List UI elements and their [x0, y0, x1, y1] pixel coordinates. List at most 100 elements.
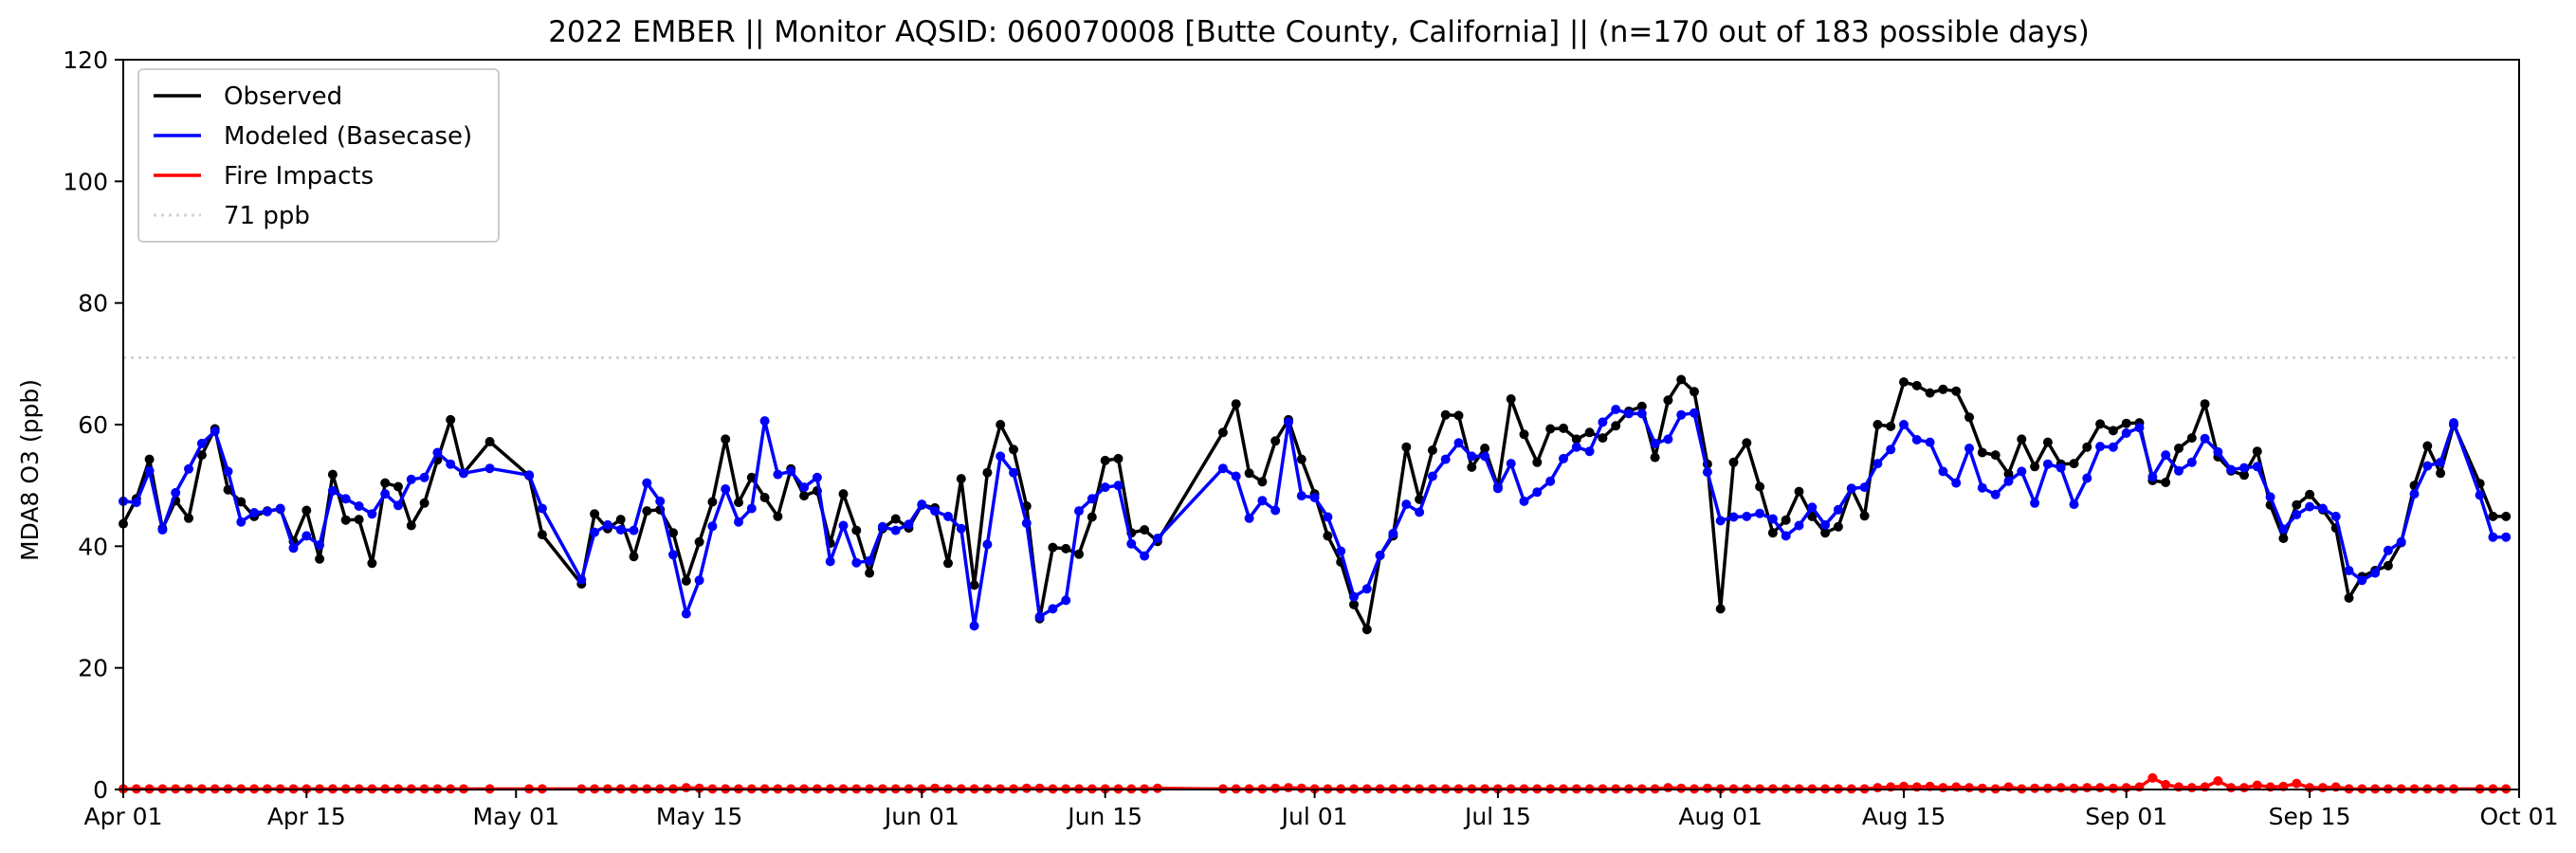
data-point-modeled-basecase — [1559, 453, 1568, 463]
data-point-observed — [1427, 445, 1437, 455]
data-point-modeled-basecase — [2200, 433, 2210, 444]
y-tick-label: 60 — [78, 411, 108, 439]
data-point-observed — [1938, 384, 1948, 394]
data-point-modeled-basecase — [1061, 595, 1071, 606]
data-point-fire-impacts — [1034, 783, 1045, 793]
data-point-observed — [1728, 457, 1739, 467]
data-point-observed — [1755, 481, 1765, 492]
data-point-modeled-basecase — [1074, 506, 1084, 517]
data-point-observed — [1361, 625, 1372, 635]
legend-label: 71 ppb — [224, 202, 310, 230]
data-point-modeled-basecase — [288, 543, 299, 554]
data-point-observed — [327, 469, 338, 480]
data-point-fire-impacts — [1270, 783, 1281, 793]
data-point-modeled-basecase — [2017, 466, 2027, 477]
data-point-observed — [1663, 395, 1673, 406]
data-point-modeled-basecase — [1152, 534, 1162, 543]
data-point-modeled-basecase — [629, 525, 639, 535]
data-point-observed — [2161, 478, 2171, 487]
data-point-modeled-basecase — [1964, 444, 1974, 453]
data-point-observed — [1833, 521, 1843, 532]
x-tick-label: May 15 — [656, 803, 742, 830]
data-point-modeled-basecase — [1506, 459, 1516, 469]
data-point-observed — [2344, 592, 2354, 603]
data-point-observed — [1519, 429, 1529, 440]
data-point-modeled-basecase — [1650, 438, 1660, 448]
x-tick-label: Aug 01 — [1678, 803, 1763, 830]
data-point-observed — [1270, 436, 1281, 446]
data-point-modeled-basecase — [419, 472, 429, 482]
y-tick-label: 80 — [78, 290, 108, 318]
y-axis-title: MDA8 O3 (ppb) — [16, 379, 44, 561]
data-point-modeled-basecase — [2409, 489, 2420, 499]
data-point-modeled-basecase — [1453, 438, 1464, 448]
data-point-modeled-basecase — [1781, 531, 1791, 541]
data-point-observed — [1440, 409, 1451, 420]
data-point-modeled-basecase — [2278, 524, 2289, 535]
data-point-modeled-basecase — [851, 557, 862, 568]
data-point-modeled-basecase — [2055, 463, 2066, 473]
data-point-modeled-basecase — [249, 508, 260, 517]
data-point-observed — [759, 493, 770, 502]
legend-label: Observed — [224, 82, 342, 111]
data-point-modeled-basecase — [1886, 445, 1896, 455]
data-point-observed — [1611, 421, 1621, 431]
data-point-observed — [1100, 455, 1110, 465]
data-point-observed — [2003, 469, 2014, 479]
data-point-modeled-basecase — [996, 451, 1006, 462]
data-point-observed — [1781, 515, 1791, 525]
data-point-observed — [1925, 388, 1935, 398]
data-point-observed — [1650, 452, 1660, 463]
data-point-modeled-basecase — [380, 489, 391, 499]
y-tick-label: 120 — [63, 46, 108, 74]
data-point-observed — [851, 525, 862, 535]
data-point-fire-impacts — [2292, 778, 2302, 789]
data-point-modeled-basecase — [1899, 420, 1909, 429]
data-point-fire-impacts — [2317, 783, 2328, 793]
data-point-modeled-basecase — [1361, 584, 1372, 594]
data-point-modeled-basecase — [1427, 471, 1437, 481]
legend-label: Modeled (Basecase) — [224, 122, 472, 151]
data-point-modeled-basecase — [1532, 487, 1543, 498]
data-point-observed — [1807, 511, 1818, 521]
data-point-observed — [184, 513, 193, 523]
data-point-observed — [1899, 377, 1909, 388]
data-point-modeled-basecase — [2305, 501, 2315, 512]
data-point-observed — [1140, 525, 1150, 535]
series-modeled-basecase — [119, 405, 2512, 631]
data-point-modeled-basecase — [1728, 512, 1739, 522]
data-point-observed — [773, 511, 783, 521]
data-point-observed — [1859, 511, 1870, 521]
data-point-observed — [2436, 468, 2446, 479]
data-point-modeled-basecase — [759, 416, 770, 426]
data-point-observed — [694, 536, 704, 547]
data-point-modeled-basecase — [1977, 482, 1987, 493]
data-point-modeled-basecase — [2186, 457, 2197, 467]
data-point-modeled-basecase — [799, 482, 810, 493]
data-point-modeled-basecase — [2449, 418, 2458, 428]
data-point-fire-impacts — [1284, 783, 1293, 793]
data-point-modeled-basecase — [877, 521, 887, 532]
data-point-modeled-basecase — [969, 621, 979, 631]
data-point-observed — [2017, 434, 2027, 445]
data-point-modeled-basecase — [1702, 467, 1712, 478]
data-point-observed — [537, 530, 547, 540]
data-point-modeled-basecase — [2383, 545, 2393, 555]
data-point-modeled-basecase — [2082, 473, 2092, 483]
data-point-modeled-basecase — [1323, 512, 1333, 522]
data-point-modeled-basecase — [1742, 511, 1752, 521]
x-tick-label: Aug 15 — [1862, 803, 1946, 830]
data-point-observed — [1559, 423, 1568, 433]
data-point-modeled-basecase — [2003, 476, 2014, 486]
data-point-modeled-basecase — [196, 438, 207, 448]
data-point-fire-impacts — [1938, 783, 1948, 793]
data-point-modeled-basecase — [157, 525, 168, 535]
data-point-observed — [2174, 444, 2183, 453]
data-point-fire-impacts — [2252, 780, 2262, 790]
data-point-modeled-basecase — [1284, 417, 1293, 427]
y-tick-label: 20 — [78, 655, 108, 682]
data-point-observed — [1401, 442, 1412, 452]
data-point-modeled-basecase — [2396, 536, 2406, 547]
data-point-modeled-basecase — [1467, 451, 1477, 462]
data-point-observed — [1584, 427, 1595, 438]
